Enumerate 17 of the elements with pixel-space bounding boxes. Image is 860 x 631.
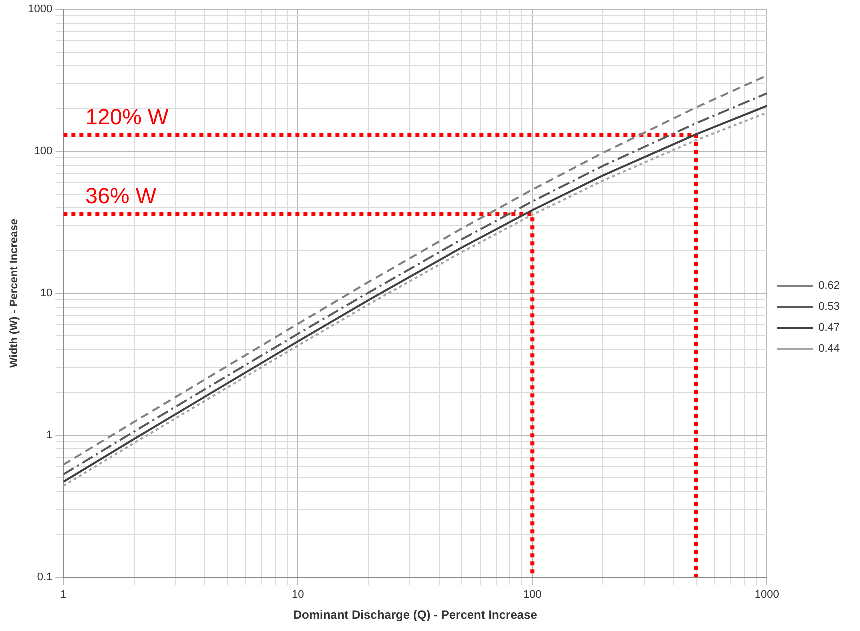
legend-label: 0.53: [818, 301, 840, 314]
x-axis-title: Dominant Discharge (Q) - Percent Increase: [293, 608, 538, 622]
x-tick-label: 100: [523, 589, 542, 602]
y-tick-label: 100: [34, 146, 53, 158]
legend-label: 0.62: [818, 280, 840, 292]
legend-label: 0.44: [818, 343, 840, 356]
x-tick-label: 1000: [754, 589, 780, 602]
legend-label: 0.47: [818, 322, 840, 334]
y-tick-label: 10: [40, 288, 53, 300]
annotation: 120% W: [86, 104, 170, 130]
annotation: 36% W: [86, 184, 157, 209]
x-tick-label: 10: [292, 589, 304, 602]
y-tick-label: 1: [46, 429, 53, 442]
y-axis-title: Width (W) - Percent Increase: [8, 218, 21, 368]
y-tick-label: 0.1: [37, 571, 53, 584]
y-tick-label: 1000: [28, 4, 53, 16]
x-tick-label: 1: [60, 589, 67, 602]
